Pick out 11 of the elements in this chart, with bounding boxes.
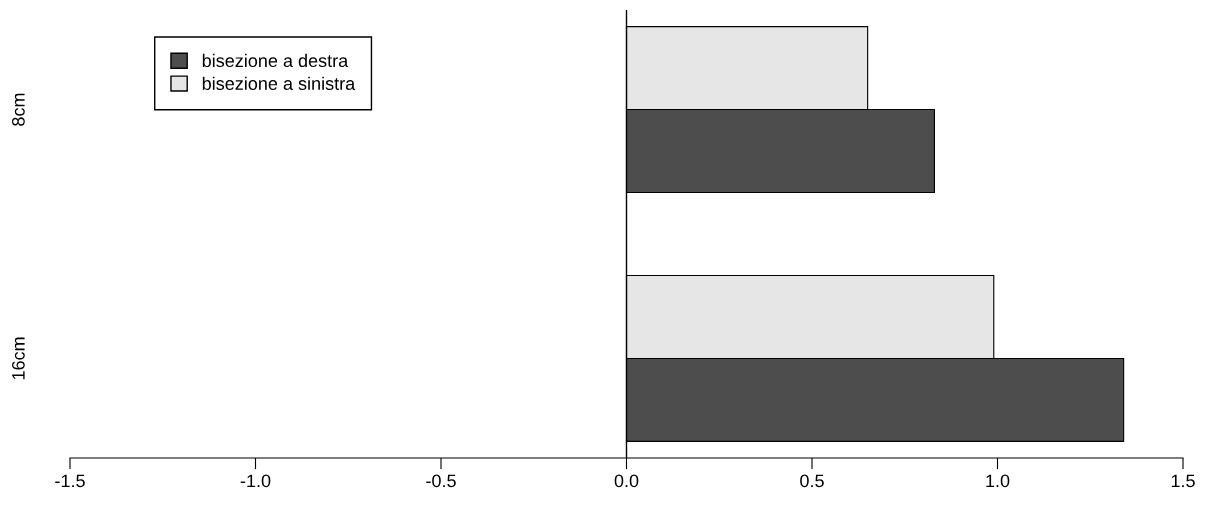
legend-label: bisezione a destra [202,53,349,68]
x-tick-label: -1.5 [55,474,85,488]
x-tick-label: -1.0 [240,474,271,488]
x-tick-label: -0.5 [426,474,456,488]
y-tick-label: 16cm [11,337,25,380]
x-tick-label: 0.5 [800,474,824,488]
legend-label: bisezione a sinistra [202,76,356,90]
y-tick-label: 8cm [11,93,25,126]
x-tick-label: 1.0 [986,474,1010,488]
x-tick-label: 1.5 [1171,474,1195,488]
x-tick-label: 0.0 [614,474,639,488]
